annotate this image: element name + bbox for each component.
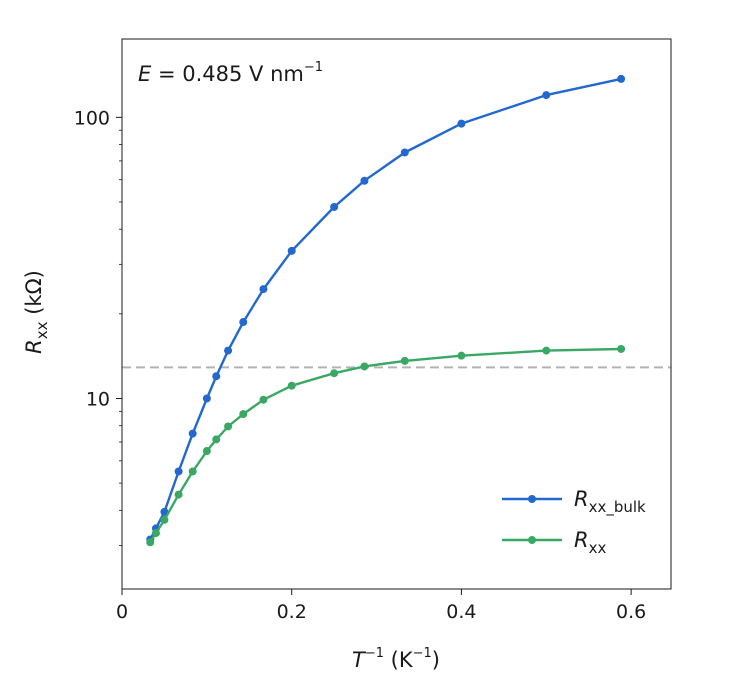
- annotation-variable: E: [138, 62, 152, 86]
- legend-label-subscript: xx_bulk: [589, 498, 646, 517]
- data-point: [457, 119, 466, 128]
- legend-marker-rxx-bulk: [528, 495, 536, 503]
- x-axis: 0 0.2 0.4 0.6: [116, 589, 646, 623]
- data-point: [400, 148, 409, 157]
- data-point: [151, 529, 160, 538]
- data-point: [617, 344, 626, 353]
- data-point: [617, 74, 626, 83]
- y-tick-label: 10: [86, 388, 110, 410]
- data-point: [287, 246, 296, 255]
- x-axis-label-unit-close: ): [432, 648, 440, 672]
- data-point: [360, 362, 369, 371]
- data-point: [224, 422, 233, 431]
- data-point: [160, 515, 169, 524]
- data-point: [188, 467, 197, 476]
- x-axis-label-exponent: −1: [365, 646, 384, 661]
- legend-entry-rxx-bulk: Rxx_bulk: [502, 487, 646, 517]
- data-point: [212, 435, 221, 444]
- x-tick-label: 0.6: [616, 601, 646, 623]
- data-point: [202, 394, 211, 403]
- y-tick-label: 100: [74, 107, 110, 129]
- data-point: [174, 490, 183, 499]
- annotation-exponent: −1: [304, 60, 323, 75]
- legend-label-rxx-bulk: Rxx_bulk: [574, 487, 646, 517]
- data-point: [542, 91, 551, 100]
- data-point: [360, 176, 369, 185]
- legend-label-subscript: xx: [589, 539, 607, 557]
- data-point: [330, 369, 339, 378]
- series-rxx-bulk: [146, 74, 626, 544]
- x-tick-label: 0: [116, 601, 128, 623]
- series-rxx: [146, 344, 626, 547]
- data-point: [400, 356, 409, 365]
- legend-label-rxx: Rxx: [574, 528, 606, 557]
- y-axis-label: Rxx (kΩ): [22, 270, 51, 354]
- legend-marker-rxx: [528, 536, 536, 544]
- legend-label-base: R: [574, 528, 589, 552]
- y-axis-label-base: R: [22, 339, 46, 354]
- legend-label-base: R: [574, 487, 589, 511]
- x-tick-label: 0.2: [277, 601, 307, 623]
- y-axis-label-subscript: xx: [33, 321, 51, 339]
- series-layer: [146, 74, 626, 547]
- data-point: [188, 429, 197, 438]
- data-point: [259, 395, 268, 404]
- x-axis-label-unit-exponent: −1: [413, 646, 432, 661]
- y-axis: 10 100: [74, 107, 122, 546]
- data-point: [542, 346, 551, 355]
- data-point: [224, 346, 233, 355]
- legend: Rxx_bulk Rxx: [502, 487, 646, 557]
- data-point: [457, 351, 466, 360]
- legend-entry-rxx: Rxx: [502, 528, 606, 557]
- annotation: E = 0.485 V nm−1: [138, 60, 323, 86]
- data-point: [239, 410, 248, 419]
- data-point: [212, 372, 221, 381]
- x-axis-label-unit-open: (K: [384, 648, 414, 672]
- data-point: [330, 202, 339, 211]
- y-axis-label-unit: (kΩ): [22, 270, 46, 321]
- x-axis-label: T−1 (K−1): [352, 646, 440, 672]
- x-axis-label-base: T: [352, 648, 367, 672]
- data-point: [174, 467, 183, 476]
- data-point: [259, 285, 268, 294]
- x-tick-label: 0.4: [446, 601, 476, 623]
- plot-background: [122, 39, 671, 589]
- annotation-text: = 0.485 V nm: [151, 62, 304, 86]
- data-point: [239, 318, 248, 327]
- data-point: [146, 538, 155, 547]
- data-point: [202, 447, 211, 456]
- data-point: [287, 381, 296, 390]
